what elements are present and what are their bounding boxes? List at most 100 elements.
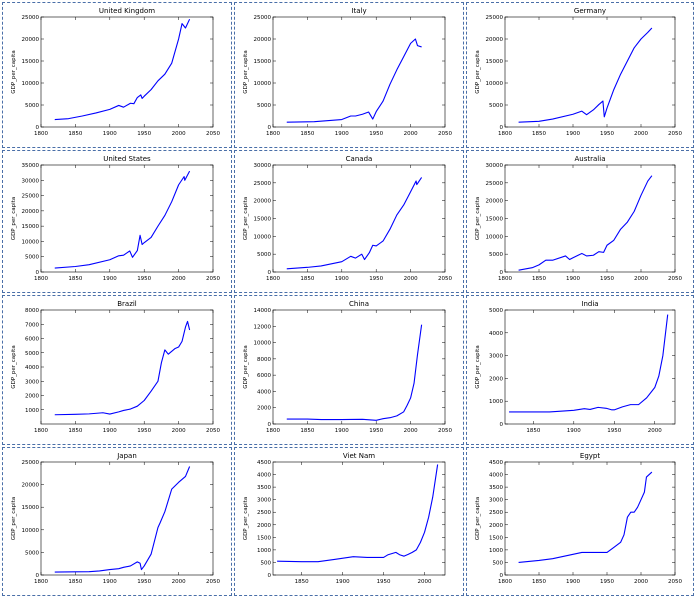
y-tick-label: 3000	[489, 498, 503, 504]
x-tick-label: 1900	[567, 428, 581, 434]
y-tick-label: 20000	[486, 199, 504, 205]
y-tick-label: 1000	[257, 548, 271, 554]
x-tick-label: 1850	[532, 131, 546, 137]
chart-title: Brazil	[117, 300, 137, 308]
y-tick-label: 10000	[22, 239, 40, 245]
x-tick-label: 2000	[404, 276, 418, 282]
y-tick-label: 5000	[25, 103, 39, 109]
y-tick-label: 35000	[22, 163, 40, 169]
plot-frame	[504, 461, 676, 576]
y-axis-label: GDP_per_capita	[243, 345, 249, 388]
chart-svg: Italy 1800 1850 1900 1950 2000 2050 0 5000 10000 1…	[243, 7, 452, 137]
plot-frame	[504, 16, 676, 128]
x-tick-label: 1950	[600, 579, 614, 585]
y-tick-label: 10000	[254, 341, 272, 347]
y-tick-label: 2500	[489, 510, 503, 516]
chart-panel: Germany 1800 1850 1900 1950 2000 2050 0 5000 1000…	[466, 2, 694, 148]
series-line	[286, 324, 423, 421]
y-tick-label: 1000	[489, 548, 503, 554]
x-tick-label: 1850	[68, 428, 82, 434]
x-tick-label: 1800	[266, 276, 280, 282]
y-tick-label: 500	[493, 560, 504, 566]
y-tick-label: 0	[500, 422, 504, 428]
chart-svg: United Kingdom 1800 1850 1900 1950 2000 2050 0 5…	[11, 7, 220, 137]
x-tick-label: 2000	[404, 428, 418, 434]
y-axis-label: GDP_per_capita	[243, 497, 249, 540]
x-tick-label: 1850	[526, 428, 540, 434]
x-tick-label: 1800	[266, 131, 280, 137]
y-tick-label: 10000	[254, 81, 272, 87]
y-tick-label: 3500	[257, 485, 271, 491]
x-tick-label: 1800	[34, 428, 48, 434]
plot-frame	[272, 309, 446, 425]
y-tick-label: 15000	[22, 59, 40, 65]
chart-svg: Germany 1800 1850 1900 1950 2000 2050 0 5000 1000…	[475, 7, 682, 137]
x-tick-label: 1950	[600, 131, 614, 137]
chart-panel: Viet Nam 1850 1900 1950 2000 0 500 1000 1500 2000…	[234, 447, 464, 596]
chart-title: Canada	[346, 155, 373, 163]
y-tick-label: 25000	[254, 181, 272, 187]
x-tick-label: 1900	[566, 276, 580, 282]
plot-frame	[40, 309, 214, 425]
y-tick-label: 5000	[25, 351, 39, 357]
y-tick-label: 5000	[489, 308, 503, 314]
y-tick-label: 0	[268, 573, 272, 579]
series-line	[286, 177, 423, 270]
x-tick-label: 2000	[418, 579, 432, 585]
x-tick-label: 2000	[172, 276, 186, 282]
x-tick-label: 2000	[172, 428, 186, 434]
x-tick-label: 1900	[566, 131, 580, 137]
y-axis-label: GDP_per_capita	[475, 197, 481, 240]
x-tick-label: 1900	[566, 579, 580, 585]
y-tick-label: 2000	[257, 406, 271, 412]
x-tick-label: 1950	[137, 579, 151, 585]
chart-title: Italy	[351, 7, 366, 15]
x-tick-label: 1900	[103, 276, 117, 282]
y-tick-label: 25000	[486, 181, 504, 187]
chart-title: Australia	[575, 155, 606, 163]
x-tick-label: 1900	[335, 276, 349, 282]
y-tick-label: 4500	[257, 460, 271, 466]
x-tick-label: 2000	[634, 579, 648, 585]
series-line	[277, 464, 439, 563]
x-tick-label: 2050	[206, 579, 220, 585]
x-tick-label: 2000	[648, 428, 662, 434]
y-tick-label: 10000	[22, 528, 40, 534]
plot-frame	[272, 16, 446, 128]
x-tick-label: 1950	[137, 276, 151, 282]
y-axis-label: GDP_per_capita	[243, 50, 249, 93]
x-tick-label: 1900	[335, 428, 349, 434]
chart-svg: United States 1800 1850 1900 1950 2000 2050 0 50…	[11, 155, 220, 282]
chart-svg: Brazil 1800 1850 1900 1950 2000 2050 1000 2000 30…	[11, 300, 220, 434]
series-line	[54, 466, 191, 573]
x-tick-label: 2050	[438, 428, 452, 434]
y-tick-label: 20000	[254, 199, 272, 205]
y-tick-label: 5000	[489, 252, 503, 258]
y-tick-label: 0	[36, 270, 40, 276]
y-tick-label: 5000	[25, 255, 39, 261]
x-tick-label: 1950	[600, 276, 614, 282]
y-tick-label: 500	[261, 560, 272, 566]
chart-svg: Viet Nam 1850 1900 1950 2000 0 500 1000 1500 2000…	[243, 452, 446, 585]
chart-title: Egypt	[580, 452, 600, 460]
x-tick-label: 1850	[68, 276, 82, 282]
chart-panel: Japan 1800 1850 1900 1950 2000 2050 0 5000 10000 1…	[2, 447, 232, 596]
y-tick-label: 15000	[486, 59, 504, 65]
x-tick-label: 1800	[498, 579, 512, 585]
chart-svg: India 1850 1900 1950 2000 0 1000 2000 3000 4000 50…	[475, 300, 676, 434]
x-tick-label: 2050	[438, 131, 452, 137]
y-tick-label: 12000	[254, 324, 272, 330]
y-tick-label: 20000	[486, 37, 504, 43]
y-tick-label: 4000	[257, 473, 271, 479]
chart-panel: China 1800 1850 1900 1950 2000 2050 0 2000 4000 60…	[234, 295, 464, 445]
y-tick-label: 2000	[257, 523, 271, 529]
y-tick-label: 5000	[257, 252, 271, 258]
chart-title: China	[349, 300, 369, 308]
chart-title: Viet Nam	[343, 452, 375, 460]
x-tick-label: 2000	[634, 276, 648, 282]
x-tick-label: 2000	[172, 579, 186, 585]
x-tick-label: 1800	[34, 276, 48, 282]
y-tick-label: 0	[36, 573, 40, 579]
y-tick-label: 15000	[22, 224, 40, 230]
x-tick-label: 2050	[668, 579, 682, 585]
